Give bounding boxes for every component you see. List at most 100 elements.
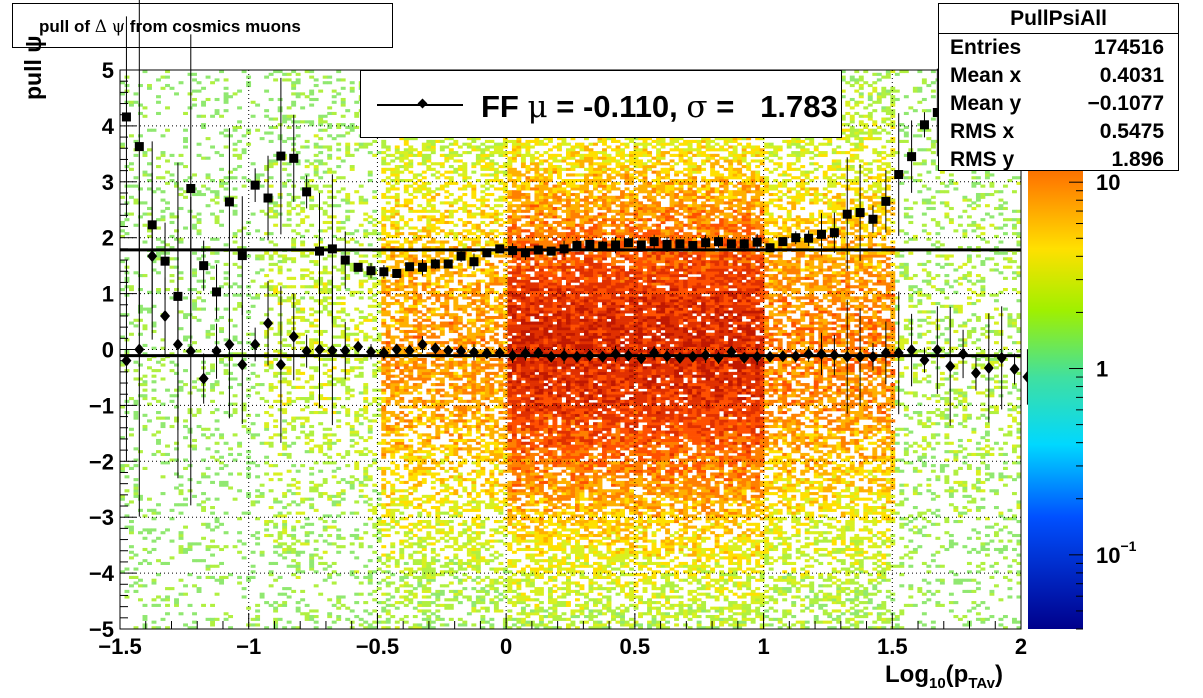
heatmap-cell [264, 343, 270, 348]
heatmap-cell [412, 388, 418, 392]
heatmap-cell [493, 422, 499, 426]
heatmap-cell [268, 570, 274, 574]
heatmap-cell [268, 97, 274, 102]
heatmap-cell [291, 70, 297, 74]
heatmap-cell [484, 179, 490, 183]
heatmap-cell [367, 545, 373, 549]
heatmap-cell [183, 190, 188, 194]
heatmap-cell [304, 441, 310, 445]
heatmap-cell [295, 195, 301, 199]
heatmap-cell [448, 220, 454, 225]
heatmap-cell [169, 508, 175, 512]
heatmap-cell [457, 307, 463, 311]
heatmap-cell [435, 276, 441, 280]
heatmap-cell [403, 223, 409, 227]
heatmap-cell [408, 307, 414, 311]
heatmap-cell [255, 271, 261, 275]
heatmap-cell [309, 343, 315, 348]
heatmap-cell [232, 307, 238, 311]
heatmap-cell [160, 246, 166, 250]
heatmap-cell [462, 561, 468, 566]
heatmap-cell [430, 575, 436, 579]
heatmap-cell [322, 299, 328, 303]
heatmap-cell [192, 89, 197, 93]
heatmap-cell [336, 324, 342, 328]
heatmap-cell [448, 424, 454, 429]
heatmap-cell [183, 335, 188, 339]
heatmap-cell [394, 198, 400, 202]
heatmap-cell [133, 271, 139, 275]
heatmap-cell [412, 450, 418, 454]
heatmap-cell [394, 626, 400, 629]
heatmap-cell [394, 388, 400, 392]
heatmap-cell [277, 329, 283, 334]
heatmap-cell [385, 503, 391, 507]
heatmap-cell [453, 542, 459, 546]
heatmap-cell [426, 450, 432, 454]
heatmap-cell [327, 220, 333, 225]
heatmap-cell [223, 464, 229, 468]
heatmap-cell [417, 299, 423, 303]
heatmap-cell [430, 472, 436, 476]
heatmap-cell [196, 153, 202, 157]
heatmap-cell [381, 478, 387, 482]
heatmap-cell [300, 464, 306, 468]
heatmap-cell [174, 162, 179, 166]
heatmap-cell [466, 450, 472, 454]
heatmap-cell [372, 327, 378, 331]
heatmap-cell [376, 519, 382, 524]
heatmap-cell [295, 310, 301, 314]
heatmap-cell [363, 198, 369, 202]
heatmap-cell [408, 461, 414, 465]
heatmap-cell [300, 570, 306, 574]
heatmap-cell [426, 307, 432, 311]
heatmap-cell [286, 357, 292, 361]
heatmap-cell [484, 620, 490, 624]
heatmap-cell [363, 438, 369, 443]
heatmap-cell [448, 438, 454, 443]
heatmap-cell [421, 260, 427, 264]
heatmap-cell [336, 595, 342, 599]
heatmap-cell [489, 318, 495, 322]
heatmap-cell [421, 246, 427, 250]
heatmap-cell [367, 517, 373, 521]
heatmap-cell [340, 405, 346, 409]
heatmap-cell [412, 525, 418, 529]
heatmap-cell [381, 438, 387, 443]
heatmap-cell [412, 430, 418, 434]
heatmap-cell [466, 444, 472, 448]
heatmap-cell [273, 285, 279, 289]
heatmap-cell [435, 254, 441, 258]
heatmap-cell [286, 106, 292, 110]
heatmap-cell [426, 209, 432, 213]
heatmap-cell [367, 508, 373, 512]
heatmap-cell [493, 176, 499, 180]
heatmap-cell [381, 159, 387, 163]
heatmap-cell [399, 293, 405, 297]
heatmap-cell [120, 436, 125, 440]
heatmap-cell [394, 148, 400, 152]
heatmap-cell [475, 341, 481, 345]
heatmap-cell [358, 329, 364, 334]
heatmap-cell [264, 422, 270, 426]
heatmap-cell [385, 522, 391, 526]
heatmap-cell [183, 338, 188, 342]
heatmap-cell [399, 542, 405, 546]
heatmap-cell [475, 206, 481, 211]
heatmap-cell [264, 251, 270, 255]
heatmap-cell [430, 257, 436, 261]
heatmap-cell [493, 296, 499, 300]
heatmap-cell [286, 162, 292, 166]
heatmap-cell [309, 489, 315, 493]
heatmap-cell [480, 151, 486, 155]
heatmap-cell [421, 525, 427, 529]
heatmap-cell [471, 324, 477, 328]
heatmap-cell [223, 410, 229, 415]
heatmap-cell [219, 575, 225, 579]
heatmap-cell [408, 556, 414, 560]
heatmap-cell [403, 500, 409, 504]
heatmap-cell [169, 517, 175, 521]
heatmap-cell [439, 483, 445, 487]
heatmap-cell [345, 131, 351, 135]
heatmap-cell [183, 592, 188, 596]
